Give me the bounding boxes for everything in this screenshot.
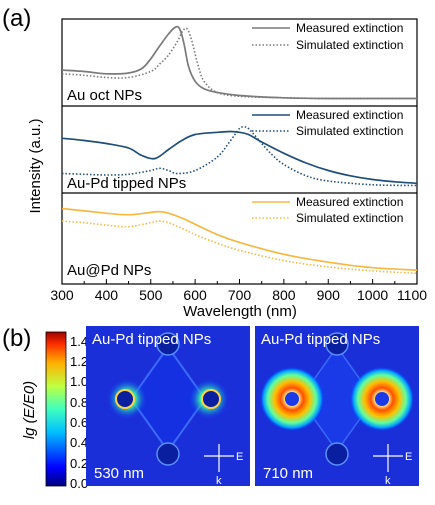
legend-label-measured: Measured extinction [296,21,403,35]
particle-tip [115,389,135,409]
x-tick-label: 700 [228,287,252,303]
subplot-label: Au oct NPs [67,87,142,104]
x-tick-label: 400 [95,287,119,303]
legend-label-simulated: Simulated extinction [296,124,403,138]
legend-subplot-3: Measured extinction Simulated extinction [252,195,403,225]
x-axis-ticks [61,279,418,284]
x-tick-label: 800 [272,287,296,303]
x-axis-label: Wavelength (nm) [183,303,297,320]
field-map-wavelength: 710 nm [263,465,313,482]
legend-label-measured: Measured extinction [296,195,403,209]
legend-label-simulated: Simulated extinction [296,211,403,225]
x-tick-label: 600 [183,287,207,303]
legend-subplot-2: Measured extinction Simulated extinction [252,108,403,138]
E-field-label: E [405,451,412,463]
colorbar-tick: 1.0 [70,374,88,389]
particle-tip [201,389,221,409]
series-line-measured [61,130,418,185]
legend-label-measured: Measured extinction [296,108,403,122]
polarization-axes [204,444,234,472]
particle-tip [375,392,389,406]
particle-tip [285,392,299,406]
colorbar-tick: 0.0 [70,476,88,491]
colorbar-tick: 0.8 [70,395,88,410]
particle-tip [156,332,180,356]
particle-tip [325,332,349,356]
x-tick-label: 1100 [397,287,427,303]
x-tick-label: 500 [139,287,163,303]
k-vector-label: k [216,475,222,487]
series-line-simulated [61,27,417,100]
series-layer [61,25,418,275]
panel-a-letter: (a) [2,5,31,32]
subplot-label: Au@Pd NPs [67,262,151,279]
field-map-wavelength: 530 nm [94,465,144,482]
panel-b-letter: (b) [2,325,31,352]
polarization-axes [373,444,403,472]
field-map-title: Au-Pd tipped NPs [92,331,211,348]
legend-subplot-1: Measured extinction Simulated extinction [252,21,403,52]
E-field-label: E [236,451,243,463]
colorbar-tick: 1.4 [70,334,88,349]
x-tick-label: 900 [317,287,341,303]
particle-tip [156,442,180,466]
colorbar-tick: 0.2 [70,456,88,471]
subplot-label: Au-Pd tipped NPs [67,175,186,192]
colorbar [45,331,67,487]
x-tick-label: 300 [50,287,74,303]
y-axis-label: Intensity (a.u.) [27,118,44,213]
field-map-title: Au-Pd tipped NPs [261,331,380,348]
x-tick-label: 1000 [357,287,388,303]
field-map-710: Au-Pd tipped NPs 710 nm E k [255,326,419,487]
colorbar-label: lg (E/E0) [21,381,38,439]
plot-frame [61,18,418,285]
colorbar-tick: 1.2 [70,354,88,369]
series-line-measured [61,207,418,271]
series-line-simulated [61,126,418,187]
particle-tip [325,442,349,466]
x-axis-tick-labels: 300 400 500 600 700 800 900 1000 1100 [50,287,427,303]
colorbar-tick: 0.6 [70,415,88,430]
legend-label-simulated: Simulated extinction [296,38,403,52]
colorbar-ticks: 1.4 1.2 1.0 0.8 0.6 0.4 0.2 0.0 [70,334,88,491]
field-map-530: Au-Pd tipped NPs 530 nm E k [86,326,250,487]
k-vector-label: k [385,475,391,487]
colorbar-tick: 0.4 [70,435,88,450]
